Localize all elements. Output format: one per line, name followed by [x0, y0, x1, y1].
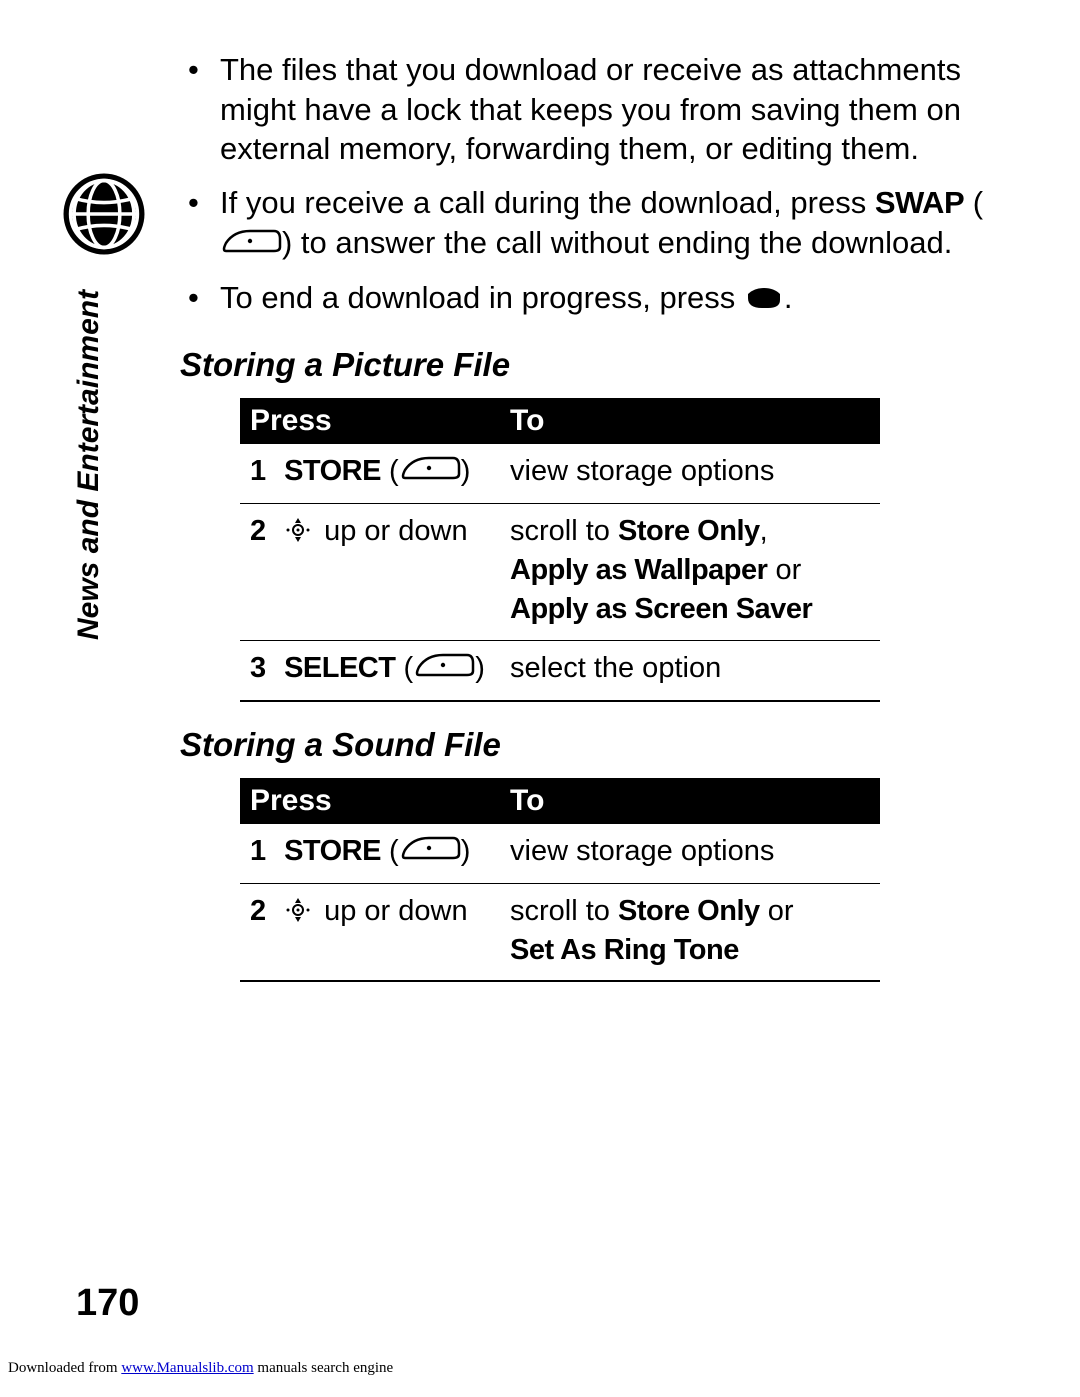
to-cell: select the option: [500, 640, 880, 701]
nav-icon: [284, 896, 312, 935]
to-cell: view storage options: [500, 444, 880, 504]
text: or: [767, 554, 801, 586]
footer-pre: Downloaded from: [8, 1360, 121, 1376]
text: scroll to: [510, 895, 618, 927]
softkey-icon: [413, 651, 475, 690]
row-num: 1: [250, 452, 276, 491]
text: ): [461, 835, 471, 867]
softkey-icon: [399, 454, 461, 493]
softkey-icon: [220, 225, 282, 265]
table-row: 1 STORE () view storage options: [240, 444, 880, 504]
bullet-item: To end a download in progress, press .: [180, 278, 1000, 322]
swap-label: SWAP: [875, 185, 964, 220]
option-label: Apply as Wallpaper: [510, 554, 767, 586]
text: (: [389, 455, 399, 487]
picture-table: Press To 1 STORE () view storage options…: [240, 398, 880, 702]
footer-post: manuals search engine: [254, 1360, 394, 1376]
text: If you receive a call during the downloa…: [220, 185, 875, 220]
text: or: [760, 895, 794, 927]
text: scroll to: [510, 515, 618, 547]
softkey-icon: [399, 834, 461, 873]
table-row: 2 up or down scroll to Store Only, Apply…: [240, 504, 880, 640]
table-row: 1 STORE () view storage options: [240, 824, 880, 884]
row-num: 3: [250, 649, 276, 688]
col-press: Press: [240, 398, 500, 444]
to-cell: view storage options: [500, 824, 880, 884]
page-number: 170: [76, 1282, 139, 1325]
bullet-list: The files that you download or receive a…: [180, 50, 1000, 322]
section-heading-picture: Storing a Picture File: [180, 346, 1000, 384]
text: (: [404, 652, 414, 684]
option-label: Store Only: [618, 895, 760, 927]
option-label: Apply as Screen Saver: [510, 593, 812, 625]
text: ,: [760, 515, 768, 547]
key-label: SELECT: [284, 652, 395, 684]
text: (: [389, 835, 399, 867]
text: ): [475, 652, 485, 684]
text: ) to answer the call without ending the …: [282, 225, 952, 260]
option-label: Set As Ring Tone: [510, 934, 739, 966]
to-cell: scroll to Store Only, Apply as Wallpaper…: [500, 504, 880, 640]
text: To end a download in progress, press: [220, 280, 744, 315]
col-to: To: [500, 778, 880, 824]
footer-link[interactable]: www.Manualslib.com: [121, 1360, 253, 1376]
row-num: 2: [250, 512, 276, 551]
nav-icon: [284, 516, 312, 555]
bullet-item: The files that you download or receive a…: [180, 50, 1000, 169]
table-row: 2 up or down scroll to Store Only or Set…: [240, 883, 880, 981]
bullet-item: If you receive a call during the downloa…: [180, 183, 1000, 264]
end-call-icon: [744, 282, 784, 322]
text: (: [964, 185, 983, 220]
col-to: To: [500, 398, 880, 444]
key-label: STORE: [284, 455, 381, 487]
key-label: STORE: [284, 835, 381, 867]
table-row: 3 SELECT () select the option: [240, 640, 880, 701]
text: .: [784, 280, 793, 315]
side-section-label: News and Entertainment: [72, 290, 106, 640]
press-text: up or down: [316, 515, 468, 547]
text: ): [461, 455, 471, 487]
sound-table: Press To 1 STORE () view storage options…: [240, 778, 880, 982]
row-num: 1: [250, 832, 276, 871]
globe-icon: [60, 170, 148, 258]
option-label: Store Only: [618, 515, 760, 547]
press-text: up or down: [316, 895, 468, 927]
section-heading-sound: Storing a Sound File: [180, 726, 1000, 764]
col-press: Press: [240, 778, 500, 824]
footer: Downloaded from www.Manualslib.com manua…: [8, 1360, 393, 1377]
to-cell: scroll to Store Only or Set As Ring Tone: [500, 883, 880, 981]
row-num: 2: [250, 892, 276, 931]
